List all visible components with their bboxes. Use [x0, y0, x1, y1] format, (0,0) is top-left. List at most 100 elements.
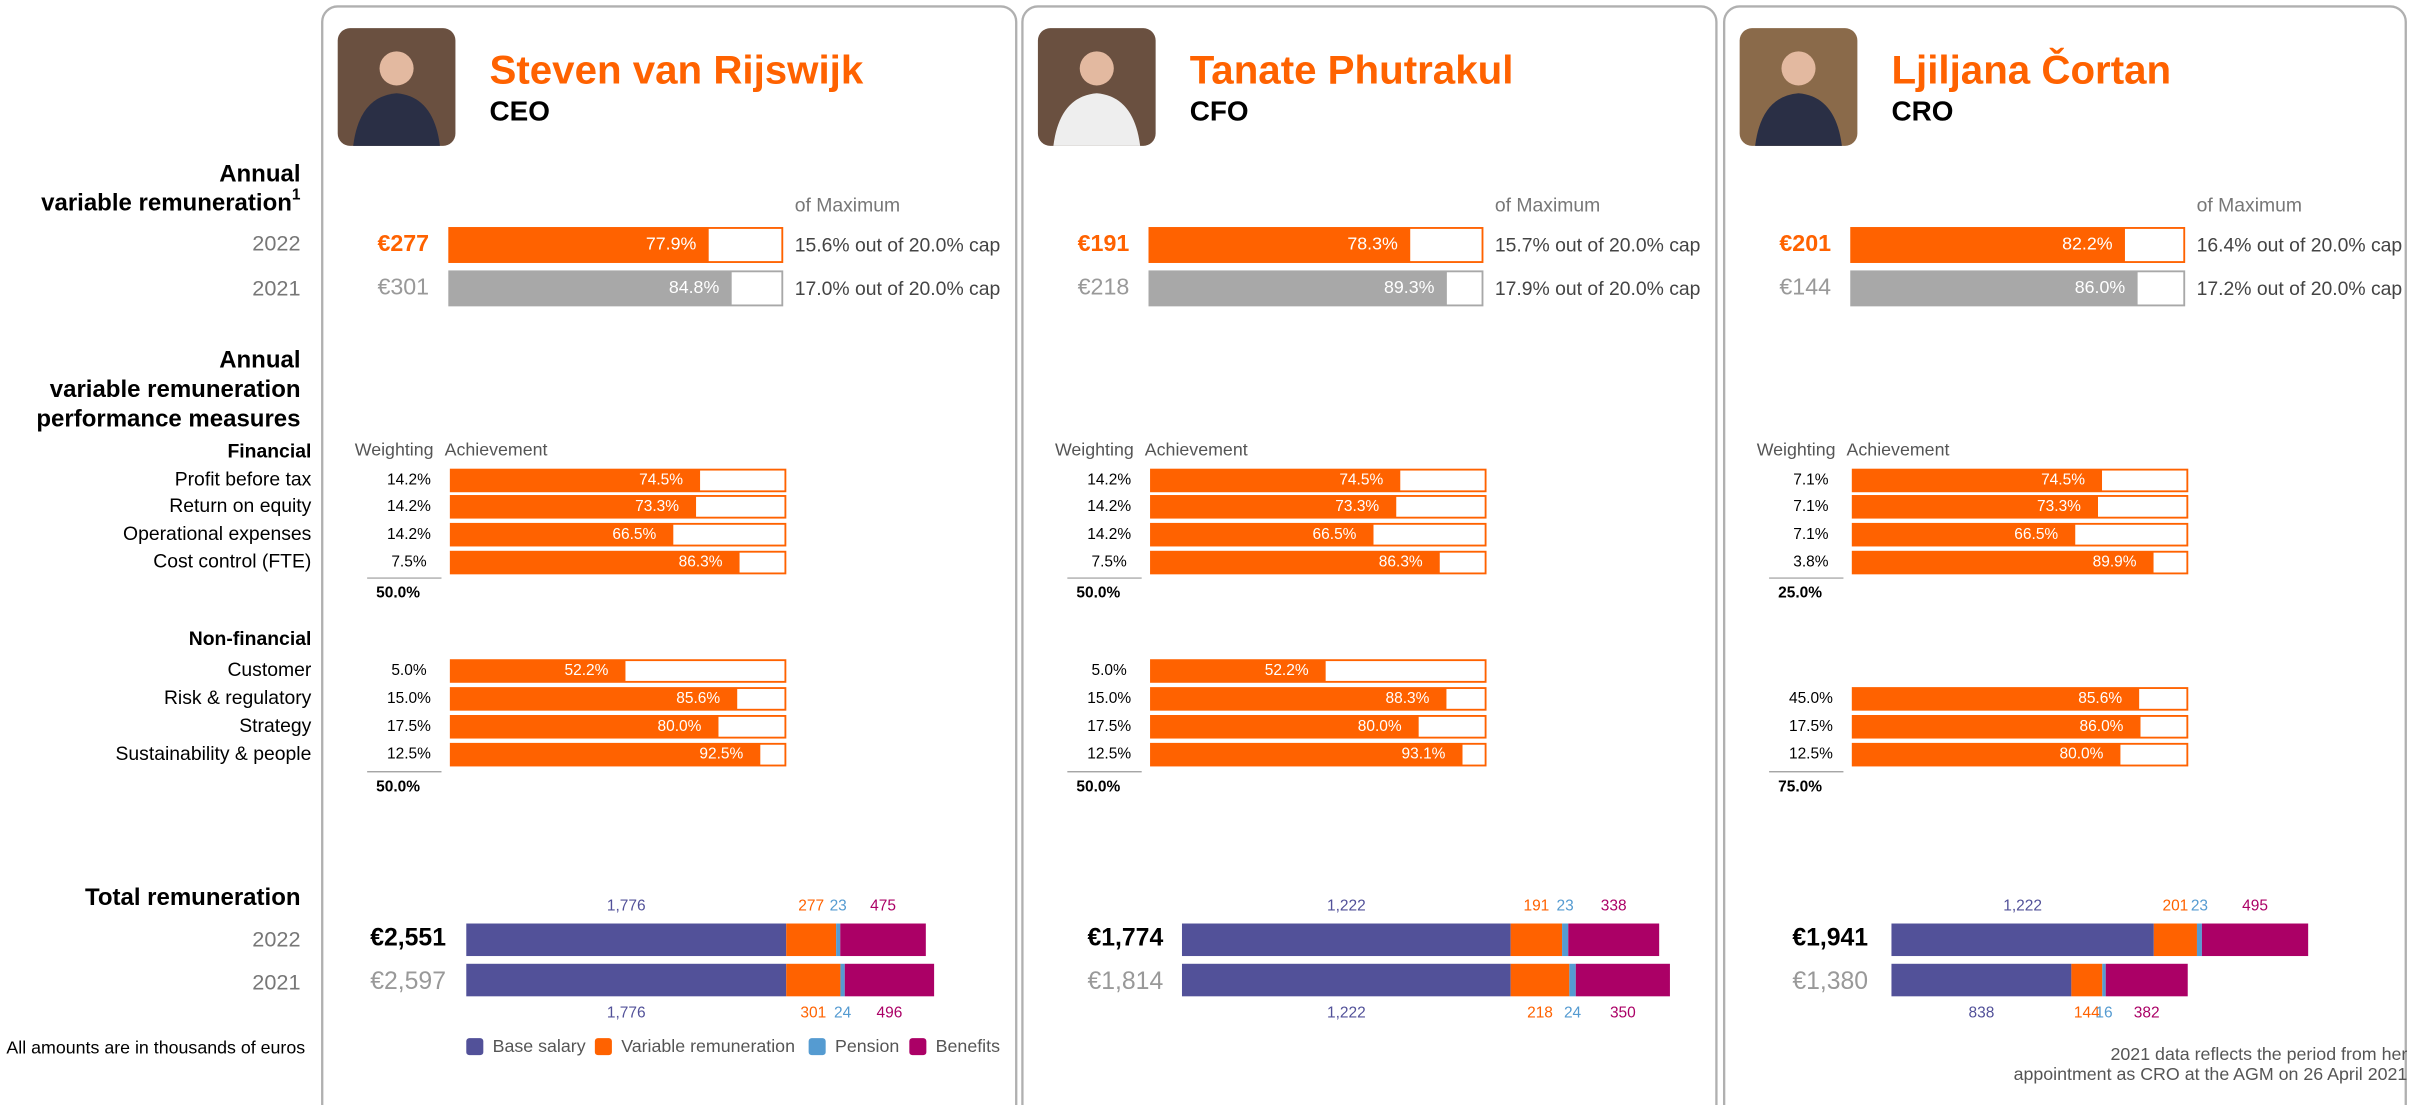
photo-head	[1080, 51, 1114, 85]
weight-label: 15.0%	[1087, 690, 1131, 707]
executive-role: CRO	[1891, 96, 1953, 127]
column-header: Weighting	[1757, 440, 1836, 460]
segment	[1576, 964, 1670, 997]
bar-label: 93.1%	[1402, 746, 1446, 763]
page: Annual variable remuneration1 2022 2021 …	[0, 0, 2429, 1105]
bar-label: 86.0%	[2075, 277, 2126, 297]
segment-label: 201	[2162, 898, 2188, 915]
bar-label: 52.2%	[565, 662, 609, 679]
bar-label: 86.3%	[1379, 554, 1423, 571]
executive-role: CEO	[490, 96, 550, 127]
weight-label: 5.0%	[391, 662, 427, 679]
section-title: Total remuneration	[85, 884, 301, 911]
variable-amount: €144	[1779, 274, 1831, 300]
weight-label: 17.5%	[1087, 718, 1131, 735]
segment-label: 838	[1968, 1004, 1994, 1021]
segment	[786, 964, 840, 997]
footnote: 2021 data reflects the period from her	[2111, 1044, 2408, 1064]
segment-label: 475	[870, 898, 896, 915]
legend-label: Pension	[835, 1036, 899, 1056]
segment	[786, 924, 836, 957]
section-title-line: variable remuneration	[41, 190, 292, 217]
executive-panel: Ljiljana ČortanCROof Maximum€20182.2%16.…	[1724, 6, 2407, 1105]
photo	[338, 28, 456, 146]
column-header: of Maximum	[2197, 194, 2302, 216]
segment	[1568, 924, 1659, 957]
weight-label: 17.5%	[387, 718, 431, 735]
segment	[1569, 964, 1575, 997]
variable-amount: €218	[1078, 274, 1130, 300]
section-title: variable remuneration	[50, 376, 301, 403]
section-title: Annual	[219, 161, 300, 188]
segment-label: 277	[798, 898, 824, 915]
cap-text: 16.4% out of 20.0% cap	[2197, 235, 2403, 257]
bar-label: 73.3%	[635, 498, 679, 515]
infographic: Annual variable remuneration1 2022 2021 …	[0, 0, 2429, 1105]
column-header: Achievement	[1145, 440, 1248, 460]
weight-label: 12.5%	[387, 746, 431, 763]
left-labels: Annual variable remuneration1 2022 2021 …	[6, 161, 311, 1058]
segment-label: 24	[834, 1004, 852, 1021]
segment-label: 1,776	[607, 898, 646, 915]
year-label: 2021	[252, 276, 300, 301]
bar-label: 82.2%	[2062, 234, 2113, 254]
weight-label: 15.0%	[387, 690, 431, 707]
cap-text: 15.7% out of 20.0% cap	[1495, 235, 1701, 257]
segment-label: 1,776	[607, 1004, 646, 1021]
executive-role: CFO	[1190, 96, 1249, 127]
bar-label: 84.8%	[669, 277, 720, 297]
weight-total: 50.0%	[376, 778, 420, 795]
photo	[1038, 28, 1156, 146]
measure-label: Customer	[227, 659, 311, 681]
bar-label: 92.5%	[699, 746, 743, 763]
segment-label: 1,222	[1327, 1004, 1366, 1021]
weight-label: 17.5%	[1789, 718, 1833, 735]
segment	[1511, 964, 1570, 997]
legend-swatch	[809, 1038, 826, 1055]
weight-label: 14.2%	[1087, 472, 1131, 489]
weight-label: 14.2%	[387, 498, 431, 515]
segment	[1182, 924, 1511, 957]
cap-text: 17.2% out of 20.0% cap	[2197, 278, 2403, 300]
weight-label: 7.5%	[1092, 554, 1128, 571]
segment	[2202, 924, 2308, 957]
bar-label: 74.5%	[1339, 472, 1383, 489]
variable-amount: €301	[377, 274, 429, 300]
segment	[466, 924, 786, 957]
total-amount: €2,551	[370, 925, 446, 952]
bar-label: 89.9%	[2093, 554, 2137, 571]
weight-total: 50.0%	[1076, 778, 1120, 795]
weight-label: 3.8%	[1793, 554, 1829, 571]
bar-label: 66.5%	[612, 526, 656, 543]
bar-label: 85.6%	[676, 690, 720, 707]
column-header: Achievement	[1847, 440, 1950, 460]
legend-swatch	[909, 1038, 926, 1055]
legend-swatch	[466, 1038, 483, 1055]
weight-total: 75.0%	[1778, 778, 1822, 795]
weight-label: 7.1%	[1793, 472, 1829, 489]
units-note: All amounts are in thousands of euros	[6, 1038, 305, 1058]
segment	[2106, 964, 2188, 997]
segment-label: 24	[1564, 1004, 1582, 1021]
bar-label: 66.5%	[2014, 526, 2058, 543]
measure-label: Strategy	[239, 715, 311, 737]
measure-label: Risk & regulatory	[164, 687, 312, 709]
section-title: performance measures	[36, 405, 300, 432]
photo-head	[1781, 51, 1815, 85]
bar-label: 66.5%	[1313, 526, 1357, 543]
weight-label: 7.1%	[1793, 526, 1829, 543]
group-title: Non-financial	[189, 628, 312, 650]
total-amount: €1,814	[1087, 968, 1163, 995]
legend-label: Base salary	[493, 1036, 586, 1056]
weight-label: 14.2%	[387, 526, 431, 543]
weight-total: 25.0%	[1778, 585, 1822, 602]
measure-label: Operational expenses	[123, 523, 311, 545]
variable-amount: €277	[377, 230, 429, 256]
bar-label: 78.3%	[1347, 234, 1398, 254]
segment	[2197, 924, 2202, 957]
measure-label: Cost control (FTE)	[153, 551, 311, 573]
segment-label: 23	[2191, 898, 2208, 915]
footnote: appointment as CRO at the AGM on 26 Apri…	[2014, 1064, 2408, 1084]
bar-label: 85.6%	[2078, 690, 2122, 707]
